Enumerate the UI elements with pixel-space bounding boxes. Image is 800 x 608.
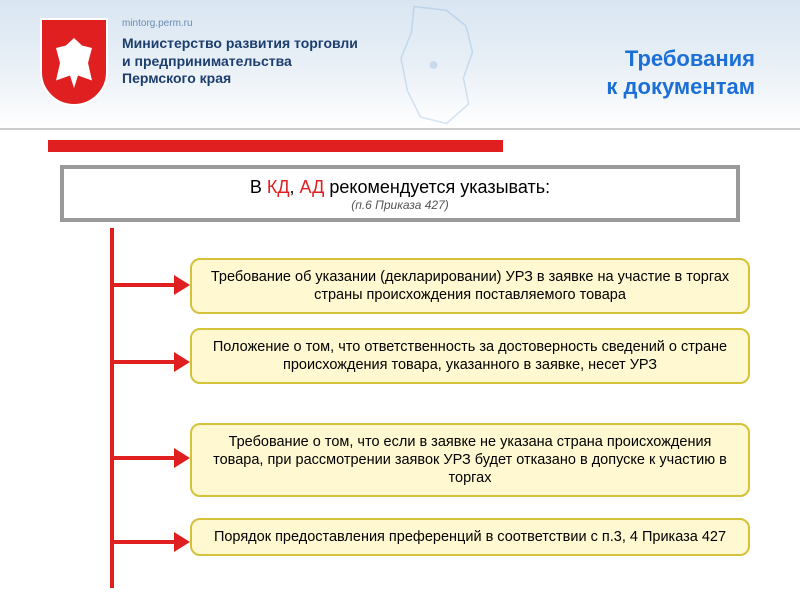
recommendation-title-box: В КД, АД рекомендуется указывать: (п.6 П… [60, 165, 740, 222]
diagram-branch [112, 283, 174, 287]
title-red-2: АД [300, 177, 325, 197]
region-map-silhouette [360, 0, 520, 130]
ministry-url: mintorg.perm.ru [122, 18, 358, 29]
perm-crest-icon [40, 18, 108, 106]
page-title: Требования к документам [606, 45, 755, 100]
page-title-line-2: к документам [606, 73, 755, 101]
diagram-trunk [110, 228, 114, 588]
title-subtitle: (п.6 Приказа 427) [74, 198, 726, 212]
ministry-line-1: Министерство развития торговли [122, 35, 358, 53]
requirement-node: Положение о том, что ответственность за … [190, 328, 750, 384]
requirements-diagram: Требование об указании (декларировании) … [50, 228, 750, 608]
requirement-node: Требование об указании (декларировании) … [190, 258, 750, 314]
ministry-line-2: и предпринимательства [122, 53, 358, 71]
decorative-red-strip [48, 140, 503, 152]
diagram-branch [112, 456, 174, 460]
diagram-branch [112, 360, 174, 364]
title-sep: , [290, 177, 300, 197]
arrow-right-icon [174, 448, 190, 468]
ministry-text: mintorg.perm.ru Министерство развития то… [122, 18, 358, 88]
arrow-right-icon [174, 532, 190, 552]
requirement-node: Требование о том, что если в заявке не у… [190, 423, 750, 497]
logo-block: mintorg.perm.ru Министерство развития то… [40, 18, 358, 106]
page-title-line-1: Требования [606, 45, 755, 73]
diagram-branch [112, 540, 174, 544]
ministry-line-3: Пермского края [122, 70, 358, 88]
title-red-1: КД [267, 177, 290, 197]
content-area: В КД, АД рекомендуется указывать: (п.6 П… [0, 165, 800, 608]
header: mintorg.perm.ru Министерство развития то… [0, 0, 800, 130]
arrow-right-icon [174, 352, 190, 372]
requirement-node: Порядок предоставления преференций в соо… [190, 518, 750, 556]
title-prefix: В [250, 177, 267, 197]
title-suffix: рекомендуется указывать: [324, 177, 550, 197]
title-main: В КД, АД рекомендуется указывать: [74, 177, 726, 198]
arrow-right-icon [174, 275, 190, 295]
